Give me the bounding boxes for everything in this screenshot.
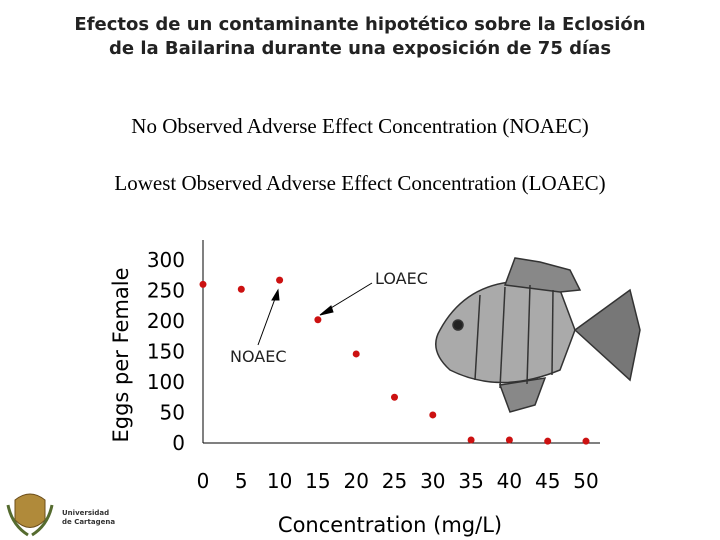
data-point: [237, 285, 245, 293]
loaec-definition: Lowest Observed Adverse Effect Concentra…: [114, 171, 605, 195]
logo-text: Universidad: [62, 509, 109, 517]
y-tick-label: 100: [147, 370, 185, 394]
x-tick-label: 10: [267, 469, 292, 493]
title-line: Efectos de un contaminante hipotético so…: [74, 14, 645, 35]
data-point: [314, 316, 322, 324]
logo: Universidad de Cartagena: [6, 493, 115, 537]
data-point: [505, 436, 513, 444]
y-tick-label: 0: [172, 431, 185, 455]
data-point: [429, 411, 437, 419]
title-line: de la Bailarina durante una exposición d…: [109, 38, 611, 59]
y-tick-label: 250: [147, 279, 185, 303]
y-tick-label: 200: [147, 309, 185, 333]
data-point: [582, 437, 590, 445]
annotation: NOAEC: [230, 347, 287, 366]
annotation: LOAEC: [375, 269, 428, 288]
data-point: [391, 393, 398, 401]
annotation-arrow: [257, 282, 373, 346]
x-tick-label: 35: [458, 469, 483, 493]
data-point: [544, 437, 552, 445]
x-tick-label: 40: [497, 469, 522, 493]
y-axis-label: Eggs per Female: [109, 267, 133, 442]
x-tick-label: 25: [382, 469, 407, 493]
y-tick-label: 50: [160, 401, 185, 425]
logo-text: de Cartagena: [62, 518, 115, 526]
data-point: [467, 436, 475, 444]
fish-illustration: [435, 257, 641, 413]
y-tick-label: 150: [147, 340, 185, 364]
x-tick-label: 5: [235, 469, 248, 493]
x-tick-label: 30: [420, 469, 445, 493]
data-point: [352, 350, 360, 358]
x-axis-label: Concentration (mg/L): [278, 513, 502, 537]
data-point: [199, 280, 207, 288]
x-tick-label: 0: [197, 469, 210, 493]
x-tick-label: 50: [573, 469, 598, 493]
noaec-definition: No Observed Adverse Effect Concentration…: [131, 114, 588, 138]
data-point: [276, 276, 284, 284]
x-tick-label: 45: [535, 469, 560, 493]
x-tick-label: 20: [343, 469, 368, 493]
x-tick-label: 15: [305, 469, 330, 493]
y-tick-label: 300: [147, 248, 185, 272]
